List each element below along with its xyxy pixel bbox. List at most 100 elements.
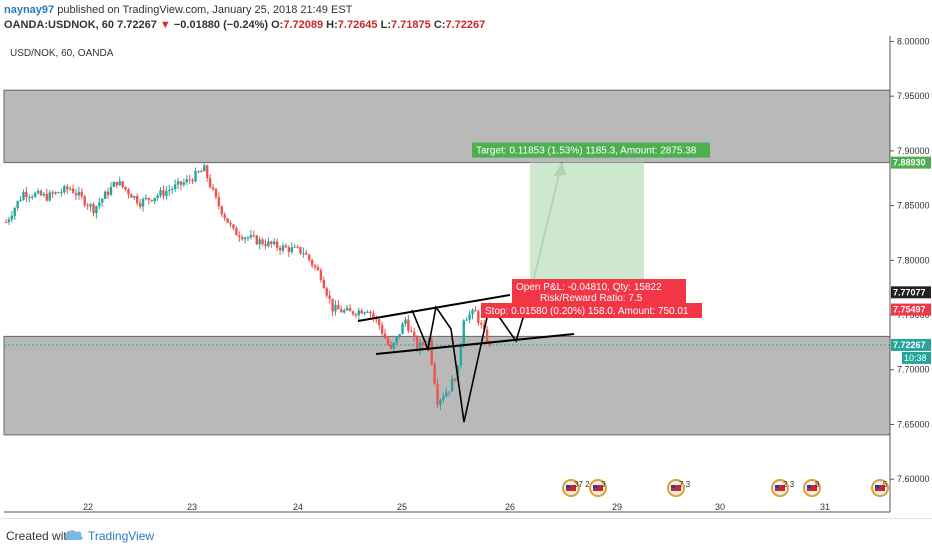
candle bbox=[95, 205, 98, 219]
candle bbox=[60, 188, 63, 197]
candle bbox=[331, 298, 334, 316]
candle bbox=[121, 180, 124, 189]
candle bbox=[328, 290, 331, 304]
candle-body bbox=[83, 196, 86, 206]
candle bbox=[170, 186, 174, 194]
candle bbox=[133, 195, 136, 200]
candle-body bbox=[395, 336, 398, 343]
candle bbox=[106, 187, 110, 199]
price-tag-bg bbox=[891, 303, 931, 316]
candle-body bbox=[293, 246, 296, 248]
candle bbox=[450, 375, 454, 392]
candle-body bbox=[319, 270, 323, 281]
candle bbox=[287, 245, 291, 258]
event-count: 7 3 bbox=[679, 480, 691, 489]
candle-body bbox=[16, 200, 19, 209]
target-label: Target: 0.11853 (1.53%) 1185.3, Amount: … bbox=[472, 142, 710, 158]
candle-body bbox=[316, 267, 320, 271]
candle bbox=[322, 276, 326, 289]
candle bbox=[310, 258, 314, 269]
candle bbox=[51, 190, 54, 198]
candle-body bbox=[28, 196, 31, 198]
candle-body bbox=[208, 178, 212, 188]
candle-body bbox=[98, 202, 101, 206]
candle bbox=[439, 398, 442, 410]
candle-body bbox=[337, 304, 340, 310]
candle-body bbox=[308, 254, 311, 260]
candle bbox=[42, 191, 46, 198]
candle-body bbox=[331, 298, 334, 312]
candle bbox=[465, 316, 468, 321]
economic-event-flag-icon[interactable]: 2 3 bbox=[771, 479, 795, 497]
candle-body bbox=[270, 241, 273, 244]
candle-body bbox=[10, 215, 14, 220]
candle bbox=[182, 178, 186, 187]
target-area bbox=[530, 162, 644, 293]
candle bbox=[31, 194, 34, 200]
event-count: 37 2 bbox=[574, 480, 590, 489]
candle-body bbox=[439, 399, 442, 405]
candle-body bbox=[200, 171, 203, 173]
candle bbox=[380, 321, 384, 336]
candle-body bbox=[340, 309, 343, 313]
candle bbox=[36, 188, 40, 195]
candle-body bbox=[121, 181, 124, 187]
candle bbox=[101, 198, 104, 207]
candle bbox=[232, 223, 235, 231]
candle bbox=[118, 176, 121, 186]
candle-body bbox=[310, 259, 314, 266]
economic-event-flag-icon[interactable]: 7 3 bbox=[667, 479, 691, 497]
candle-body bbox=[477, 311, 480, 324]
candle-body bbox=[445, 392, 448, 397]
candle-body bbox=[273, 241, 276, 244]
down-arrow-icon: ▼ bbox=[159, 19, 171, 31]
candle bbox=[179, 180, 183, 191]
tradingview-brand-link[interactable]: TradingView bbox=[88, 529, 155, 543]
y-tick-label: 7.80000 bbox=[897, 255, 930, 265]
candle bbox=[471, 308, 474, 320]
event-count: 5 bbox=[883, 480, 888, 489]
candle-body bbox=[214, 188, 218, 198]
candle-body bbox=[60, 192, 63, 194]
candle bbox=[147, 197, 151, 205]
candle bbox=[267, 237, 270, 248]
y-tick-label: 7.65000 bbox=[897, 419, 930, 429]
economic-event-flag-icon[interactable]: 8 bbox=[803, 479, 821, 497]
support-zone bbox=[3, 335, 891, 436]
candle bbox=[351, 310, 355, 317]
candle bbox=[80, 188, 84, 200]
author-link[interactable]: naynay97 bbox=[4, 4, 55, 16]
candle-body bbox=[170, 189, 174, 191]
lower-trendline bbox=[375, 333, 575, 355]
candle bbox=[194, 167, 197, 183]
candle bbox=[246, 236, 250, 242]
candle-body bbox=[101, 198, 104, 203]
candle-body bbox=[302, 252, 305, 254]
candle bbox=[130, 193, 133, 198]
candle-body bbox=[430, 339, 433, 364]
candle-body bbox=[480, 323, 483, 325]
candle-body bbox=[258, 239, 261, 245]
event-flag-canton bbox=[593, 485, 597, 488]
candle bbox=[112, 181, 116, 188]
price-tag: 7.72267 bbox=[891, 338, 931, 351]
economic-event-flag-icon[interactable]: 5 bbox=[871, 479, 889, 497]
candle bbox=[33, 191, 37, 198]
economic-event-flag-icon[interactable]: 3 bbox=[589, 479, 607, 497]
candle bbox=[68, 186, 72, 191]
candle-body bbox=[343, 310, 346, 313]
x-tick-label: 31 bbox=[820, 502, 830, 512]
candle-body bbox=[287, 247, 291, 252]
candle bbox=[296, 244, 299, 249]
candle bbox=[243, 236, 247, 244]
candle bbox=[238, 231, 241, 242]
candle-body bbox=[447, 391, 451, 393]
price-chart[interactable]: Target: 0.11853 (1.53%) 1185.3, Amount: … bbox=[0, 36, 932, 518]
candle bbox=[273, 238, 276, 246]
candle-body bbox=[118, 181, 121, 186]
candle bbox=[258, 236, 261, 250]
candle-body bbox=[404, 319, 407, 324]
candle bbox=[203, 162, 206, 172]
economic-event-flag-icon[interactable]: 37 2 bbox=[562, 479, 590, 497]
price-tag: 7.77077 bbox=[891, 286, 931, 299]
